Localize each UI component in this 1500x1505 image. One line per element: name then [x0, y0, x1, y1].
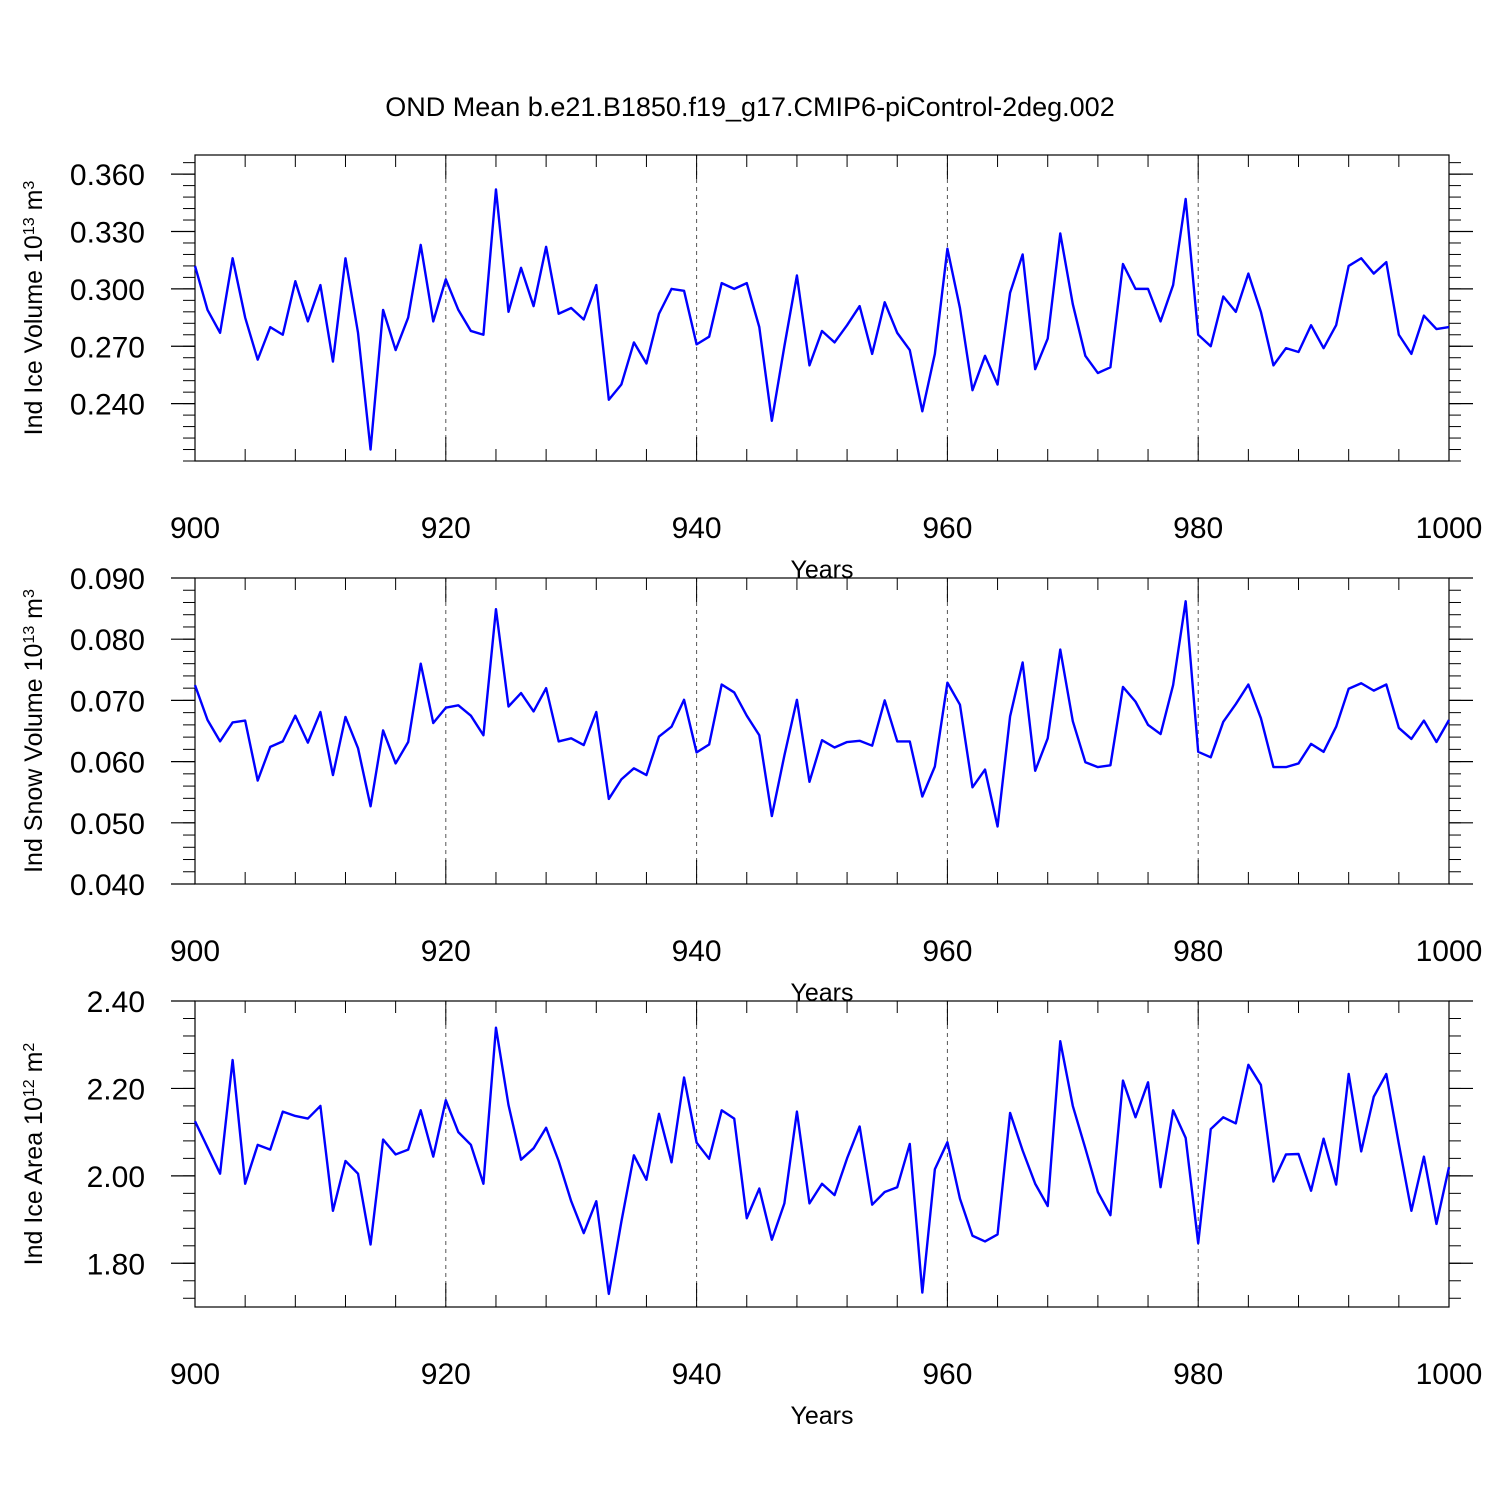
y-tick-label: 0.060 [70, 747, 145, 780]
y-tick-label: 0.080 [70, 624, 145, 657]
x-tick-label: 940 [672, 1358, 722, 1391]
y-tick-label: 2.00 [87, 1161, 145, 1194]
y-tick-label: 0.270 [70, 331, 145, 364]
y-tick-label: 0.050 [70, 808, 145, 841]
chart-panel-2: 0.040 0.050 0.060 0.070 0.080 0.090 900 920 940 9… [20, 563, 1482, 1007]
x-tick-label: 960 [922, 512, 972, 545]
x-tick-label: 1000 [1416, 935, 1483, 968]
x-tick-label: 920 [421, 935, 471, 968]
plot-frame [194, 1000, 1450, 1308]
y-tick-label: 0.360 [70, 159, 145, 192]
x-tick-label: 940 [672, 935, 722, 968]
series-line [193, 188, 1450, 451]
x-tick-label: 900 [170, 1358, 220, 1391]
x-tick-label: 920 [421, 1358, 471, 1391]
y-tick-label: 1.80 [87, 1248, 145, 1281]
x-tick-label: 900 [170, 512, 220, 545]
y-axis-title: Ind Ice Volume 1013 m3 [20, 181, 48, 436]
series-line [193, 600, 1451, 828]
x-tick-label: 960 [922, 1358, 972, 1391]
x-tick-label: 980 [1173, 935, 1223, 968]
plot-frame [194, 577, 1450, 885]
x-tick-label: 900 [170, 935, 220, 968]
x-tick-label: 1000 [1416, 512, 1483, 545]
y-tick-label: 0.330 [70, 217, 145, 250]
y-axis-title: Ind Ice Area 1012 m2 [20, 1043, 48, 1266]
y-axis-title: Ind Snow Volume 1013 m3 [20, 589, 48, 873]
series-line [193, 1026, 1451, 1296]
x-tick-label: 980 [1173, 512, 1223, 545]
x-axis-title: Years [790, 1402, 853, 1430]
chart-panel-3: 1.80 2.00 2.20 2.40 900 920 940 960 980 1000 Years… [20, 986, 1482, 1430]
y-tick-label: 0.070 [70, 685, 145, 718]
plot-frame [194, 154, 1450, 462]
y-tick-label: 2.20 [87, 1073, 145, 1106]
y-tick-label: 0.300 [70, 274, 145, 307]
figure-title: OND Mean b.e21.B1850.f19_g17.CMIP6-piCon… [385, 92, 1115, 122]
y-tick-label: 2.40 [87, 986, 145, 1019]
x-tick-label: 980 [1173, 1358, 1223, 1391]
x-axis-title: Years [790, 979, 853, 1007]
x-tick-label: 1000 [1416, 1358, 1483, 1391]
y-tick-label: 0.040 [70, 869, 145, 902]
x-tick-label: 940 [672, 512, 722, 545]
y-tick-label: 0.090 [70, 563, 145, 596]
x-tick-label: 920 [421, 512, 471, 545]
y-tick-label: 0.240 [70, 389, 145, 422]
x-tick-label: 960 [922, 935, 972, 968]
x-axis-title: Years [790, 556, 853, 584]
chart-panel-1: 0.240 0.270 0.300 0.330 0.360 900 920 940 960 980… [20, 154, 1483, 584]
